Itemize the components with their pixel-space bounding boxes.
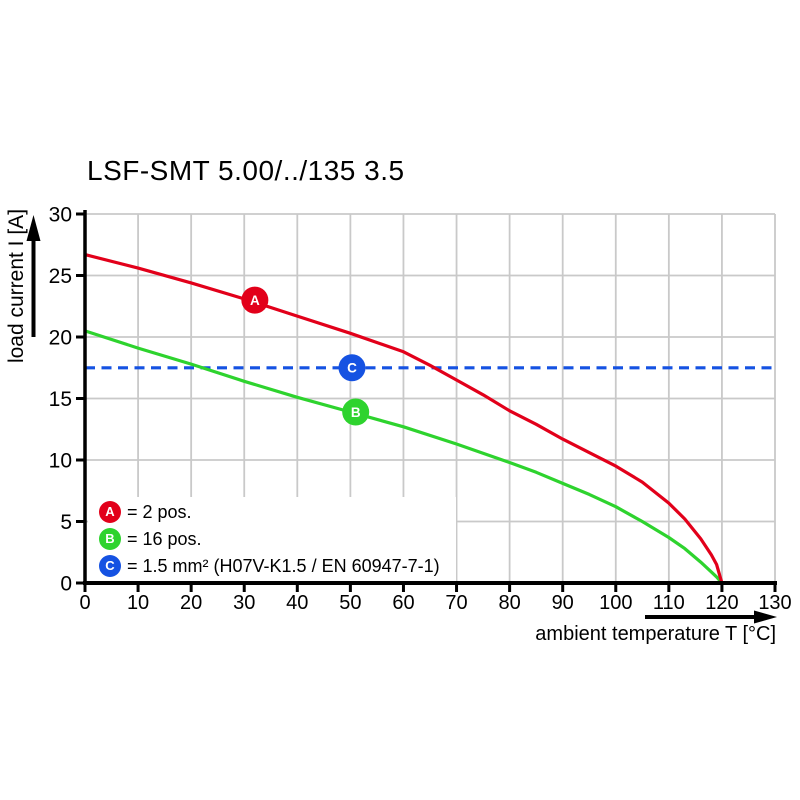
svg-text:130: 130	[758, 592, 791, 614]
legend-marker-a-icon: A	[99, 501, 121, 523]
legend-label-b: = 16 pos.	[127, 528, 202, 549]
svg-text:15: 15	[49, 388, 72, 411]
svg-text:90: 90	[552, 592, 574, 614]
chart-legend: A = 2 pos. B = 16 pos. C = 1.5 mm² (H07V…	[88, 497, 456, 581]
svg-text:110: 110	[653, 592, 685, 614]
svg-text:0: 0	[60, 573, 72, 596]
svg-text:20: 20	[180, 592, 202, 614]
svg-text:25: 25	[49, 265, 72, 288]
legend-label-c: = 1.5 mm² (H07V-K1.5 / EN 60947-7-1)	[127, 555, 440, 576]
svg-text:10: 10	[127, 592, 149, 614]
x-axis-label: ambient temperature T [°C]	[535, 623, 776, 645]
tick-labels: 0 10 20 30 40 50 60 70 80 90 100 110 120 130 0 5 10 15 20 2…	[49, 204, 792, 615]
svg-text:40: 40	[286, 592, 308, 614]
svg-text:B: B	[351, 405, 361, 420]
svg-text:80: 80	[498, 592, 520, 614]
svg-text:30: 30	[49, 204, 72, 227]
svg-text:20: 20	[49, 327, 72, 350]
svg-text:60: 60	[392, 592, 414, 614]
svg-text:C: C	[347, 361, 357, 376]
curve-marker-c: C	[338, 354, 366, 382]
svg-text:5: 5	[60, 511, 72, 534]
x-axis-arrow-icon	[645, 610, 777, 624]
legend-item-a: A = 2 pos.	[88, 500, 456, 524]
y-axis-arrow-icon	[26, 215, 41, 337]
svg-text:100: 100	[599, 592, 632, 614]
svg-text:0: 0	[79, 592, 90, 614]
series-b-curve	[84, 329, 724, 585]
legend-marker-b-icon: B	[99, 528, 121, 550]
legend-item-b: B = 16 pos.	[88, 527, 456, 551]
svg-text:30: 30	[233, 592, 255, 614]
curve-marker-b: B	[342, 398, 370, 426]
svg-text:A: A	[250, 293, 260, 308]
series-a-curve	[84, 253, 724, 584]
legend-item-c: C = 1.5 mm² (H07V-K1.5 / EN 60947-7-1)	[88, 554, 456, 578]
svg-text:10: 10	[49, 450, 72, 473]
svg-text:120: 120	[705, 592, 738, 614]
legend-marker-c-icon: C	[99, 555, 121, 577]
svg-text:70: 70	[445, 592, 467, 614]
legend-label-a: = 2 pos.	[127, 501, 192, 522]
svg-text:50: 50	[339, 592, 361, 614]
chart-title: LSF-SMT 5.00/../135 3.5	[87, 155, 405, 186]
tick-marks	[76, 212, 777, 592]
curve-marker-a: A	[241, 286, 269, 314]
